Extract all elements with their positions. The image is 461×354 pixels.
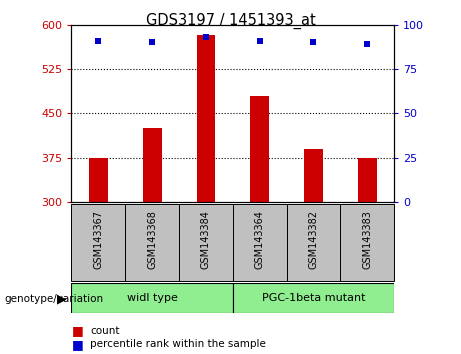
Bar <box>71 283 233 313</box>
Text: ■: ■ <box>71 325 83 337</box>
Text: widl type: widl type <box>127 293 177 303</box>
Text: ▶: ▶ <box>57 293 67 306</box>
Bar <box>71 204 125 281</box>
Bar <box>287 204 340 281</box>
Text: PGC-1beta mutant: PGC-1beta mutant <box>262 293 365 303</box>
Text: genotype/variation: genotype/variation <box>5 294 104 304</box>
Bar <box>143 128 161 202</box>
Bar <box>340 204 394 281</box>
Bar <box>196 35 215 202</box>
Text: GSM143367: GSM143367 <box>93 210 103 269</box>
Text: GSM143383: GSM143383 <box>362 210 372 269</box>
Text: GSM143384: GSM143384 <box>201 210 211 269</box>
Bar <box>304 149 323 202</box>
Bar <box>125 204 179 281</box>
Bar <box>233 283 394 313</box>
Text: GSM143368: GSM143368 <box>147 210 157 269</box>
Bar <box>89 158 108 202</box>
Bar <box>358 158 377 202</box>
Text: percentile rank within the sample: percentile rank within the sample <box>90 339 266 349</box>
Bar <box>250 96 269 202</box>
Bar <box>179 204 233 281</box>
Text: GSM143364: GSM143364 <box>254 210 265 269</box>
Text: GDS3197 / 1451393_at: GDS3197 / 1451393_at <box>146 12 315 29</box>
Text: count: count <box>90 326 119 336</box>
Bar <box>233 204 287 281</box>
Text: ■: ■ <box>71 338 83 350</box>
Text: GSM143382: GSM143382 <box>308 210 319 269</box>
